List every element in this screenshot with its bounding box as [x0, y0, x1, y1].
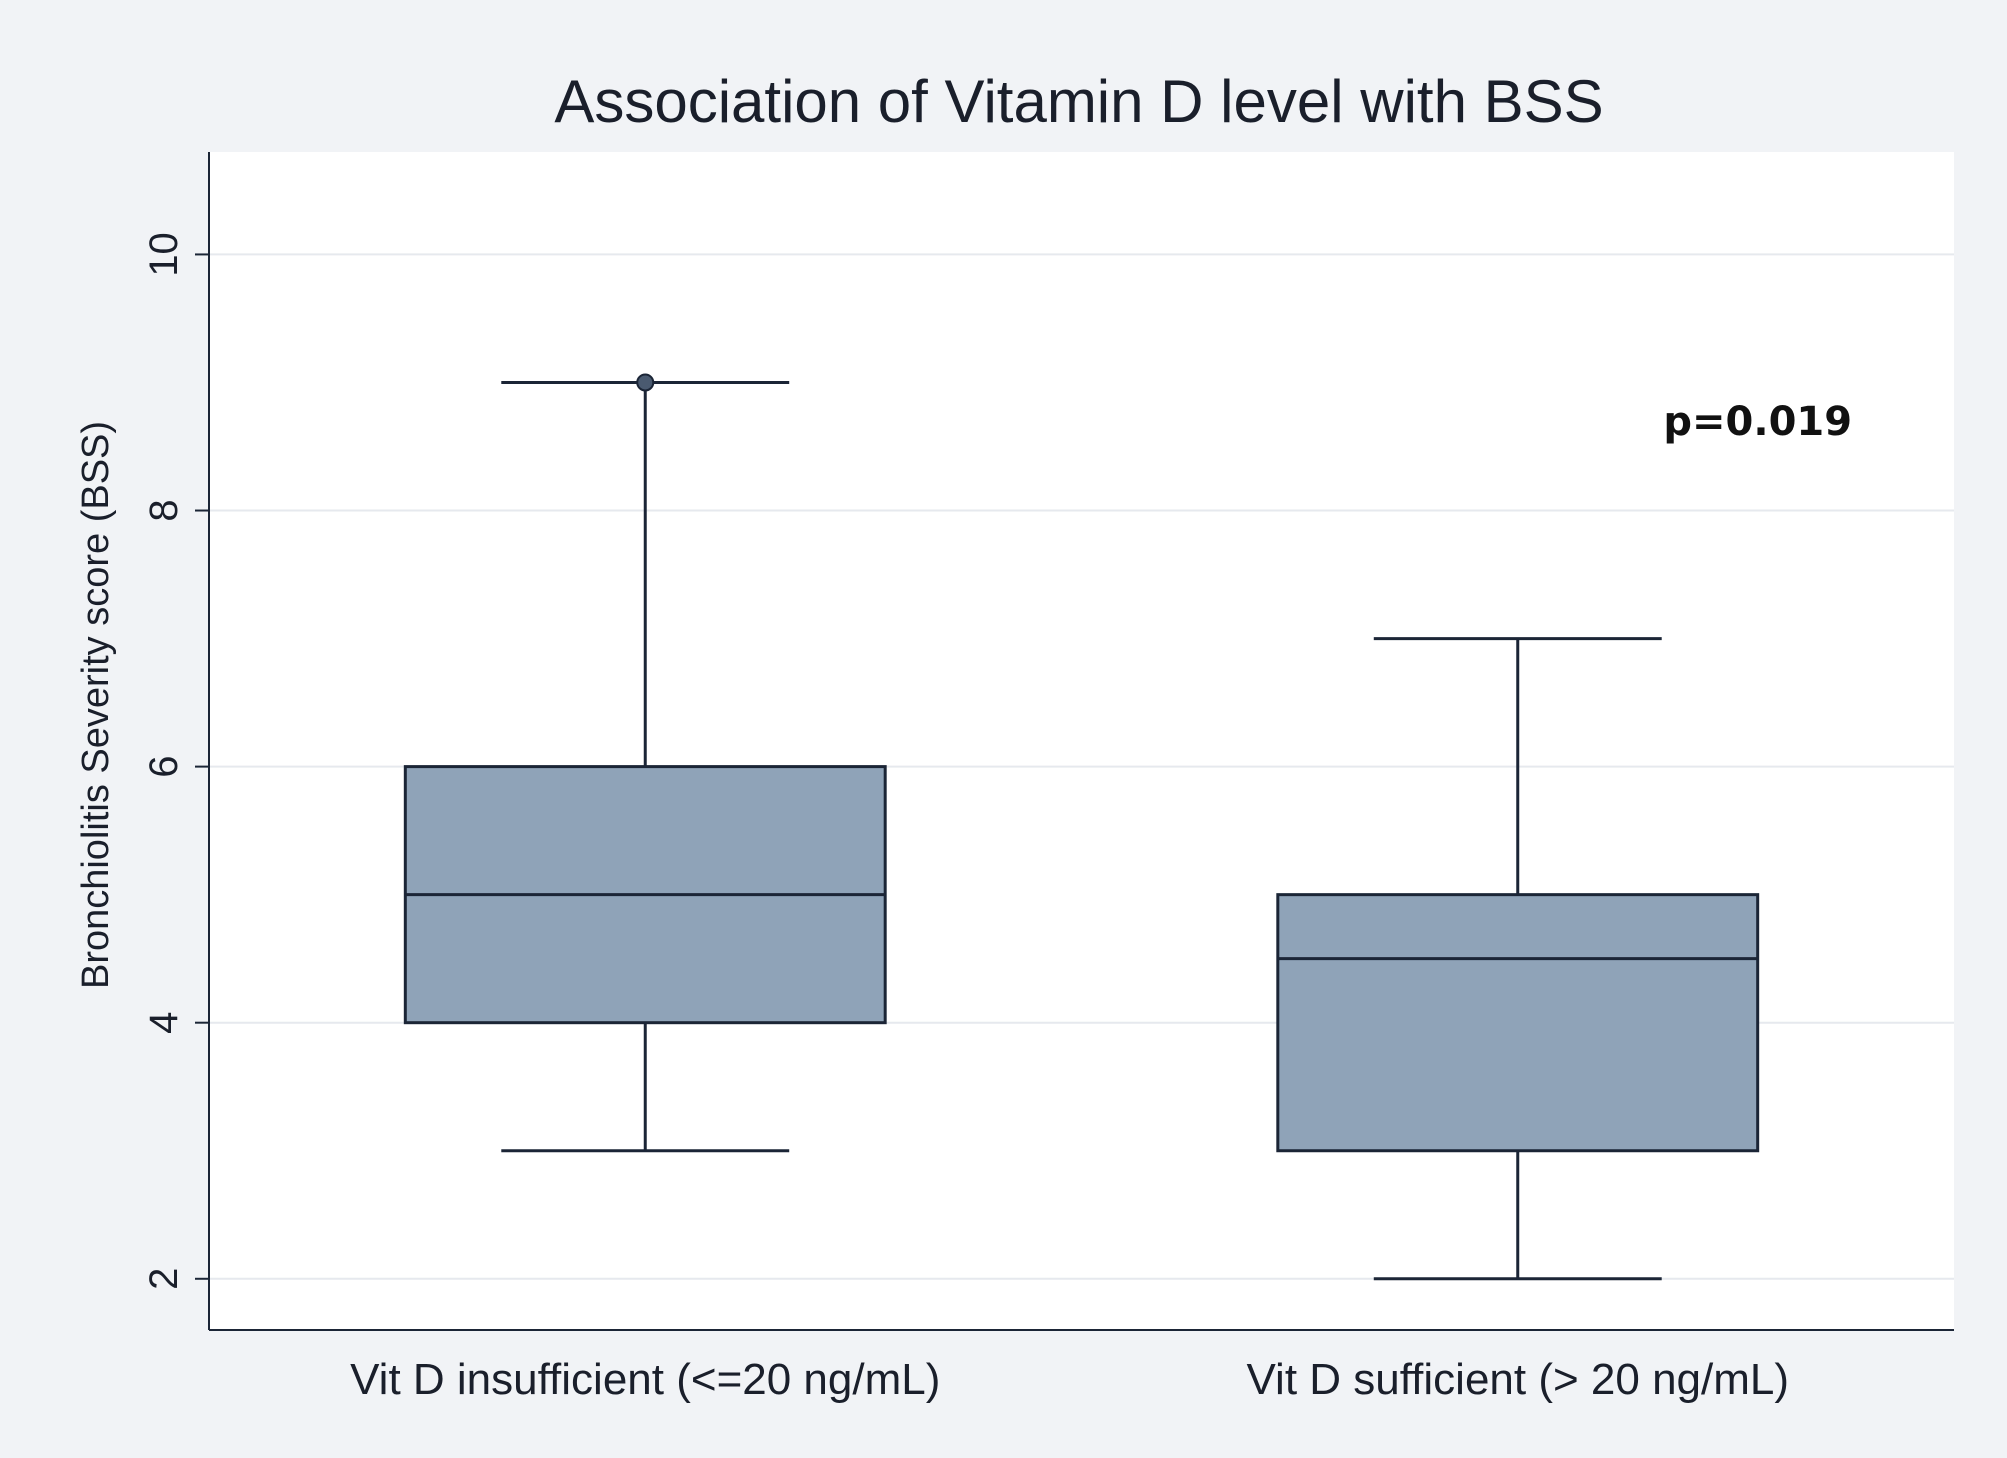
box-iqr [1276, 893, 1760, 1153]
y-axis-label: Bronchiolitis Severity score (BSS) [75, 421, 117, 989]
boxes-layer [403, 373, 1760, 1281]
x-category-label-2: Vit D sufficient (> 20 ng/mL) [1246, 1355, 1789, 1404]
outlier-point [636, 373, 655, 392]
box-group-1 [403, 373, 887, 1153]
y-tick-label-2: 2 [142, 1268, 186, 1290]
y-tick-label-10: 10 [142, 232, 186, 277]
y-tick-label-6: 6 [142, 755, 186, 777]
chart-title: Association of Vitamin D level with BSS [554, 68, 1603, 135]
box-group-2 [1276, 637, 1760, 1281]
y-tick-label-8: 8 [142, 499, 186, 521]
axes: 2 4 6 8 10 Vit D insufficient (<=20 ng/mL) Vit… [142, 152, 1954, 1404]
plot-area [209, 152, 1954, 1330]
p-value-annotation: p=0.019 [1663, 399, 1852, 445]
y-tick-label-4: 4 [142, 1012, 186, 1034]
x-category-label-1: Vit D insufficient (<=20 ng/mL) [350, 1355, 940, 1404]
